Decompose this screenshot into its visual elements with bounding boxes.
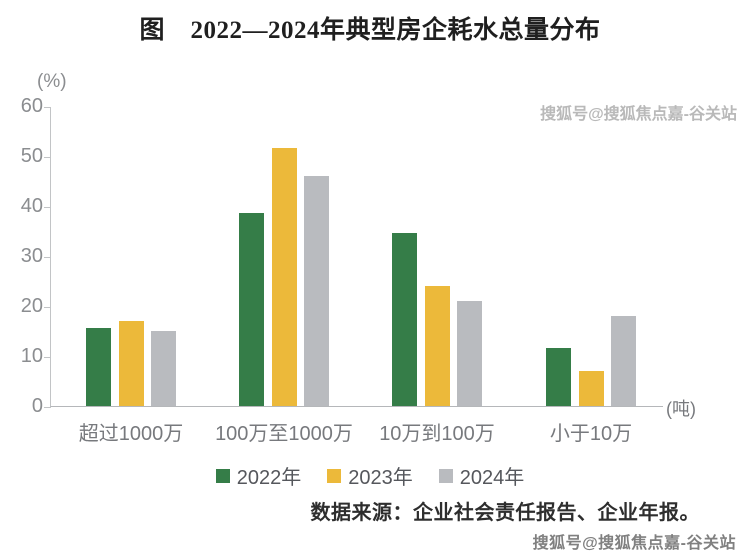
bar-2022年-10万到100万 <box>392 233 417 406</box>
bar-2024年-100万至1000万 <box>304 176 329 406</box>
x-axis-unit-label: (吨) <box>666 399 696 419</box>
y-tick-label: 50 <box>20 145 43 167</box>
x-tick-label: 100万至1000万 <box>215 423 353 445</box>
y-tick-label: 40 <box>20 195 43 217</box>
bar-2022年-小于10万 <box>546 348 571 406</box>
bar-2024年-超过1000万 <box>151 331 176 406</box>
y-tick-mark <box>44 357 51 358</box>
legend-label: 2022年 <box>236 467 302 489</box>
bar-2024年-10万到100万 <box>457 301 482 406</box>
x-tick-label: 小于10万 <box>549 423 633 445</box>
y-tick-mark <box>44 157 51 158</box>
bar-2024年-小于10万 <box>611 316 636 406</box>
bar-2023年-10万到100万 <box>425 286 450 406</box>
legend-swatch-icon <box>438 468 453 483</box>
x-tick-label: 超过1000万 <box>78 423 184 445</box>
y-tick-mark <box>44 407 51 408</box>
legend-label: 2023年 <box>348 467 413 489</box>
legend-label: 2024年 <box>459 467 525 489</box>
legend-item: 2023年 <box>327 461 413 490</box>
y-tick-label: 20 <box>20 295 43 317</box>
legend: 2022年 2023年 2024年 <box>0 461 740 490</box>
legend-item: 2022年 <box>215 461 302 490</box>
bar-2023年-100万至1000万 <box>272 148 297 406</box>
legend-swatch-icon <box>327 468 342 483</box>
bar-2023年-小于10万 <box>579 371 604 406</box>
x-tick-label: 10万到100万 <box>379 423 495 445</box>
y-tick-label: 30 <box>20 245 43 267</box>
source-note: 数据来源：企业社会责任报告、企业年报。 <box>310 502 700 524</box>
y-tick-label: 0 <box>31 395 43 417</box>
y-tick-mark <box>44 257 51 258</box>
chart-title: 图 2022—2024年典型房企耗水总量分布 <box>139 17 601 44</box>
legend-swatch-icon <box>215 468 230 483</box>
watermark-top-right: 搜狐号@搜狐焦点嘉-谷关站 <box>540 106 737 123</box>
y-axis-unit-label: (%) <box>37 71 67 92</box>
bar-2022年-100万至1000万 <box>239 213 264 406</box>
y-tick-mark <box>44 207 51 208</box>
bar-2023年-超过1000万 <box>119 321 144 406</box>
bar-2022年-超过1000万 <box>86 328 111 406</box>
y-tick-mark <box>44 107 51 108</box>
y-tick-mark <box>44 307 51 308</box>
plot-area: 0 10 20 30 40 50 60 超过1000万 100万至1000万 10万到100万 小于… <box>21 95 663 445</box>
legend-item: 2024年 <box>438 461 525 490</box>
y-tick-label: 60 <box>20 95 43 117</box>
watermark-bottom-right: 搜狐号@搜狐焦点嘉-谷关站 <box>532 535 736 552</box>
y-tick-label: 10 <box>20 345 43 367</box>
